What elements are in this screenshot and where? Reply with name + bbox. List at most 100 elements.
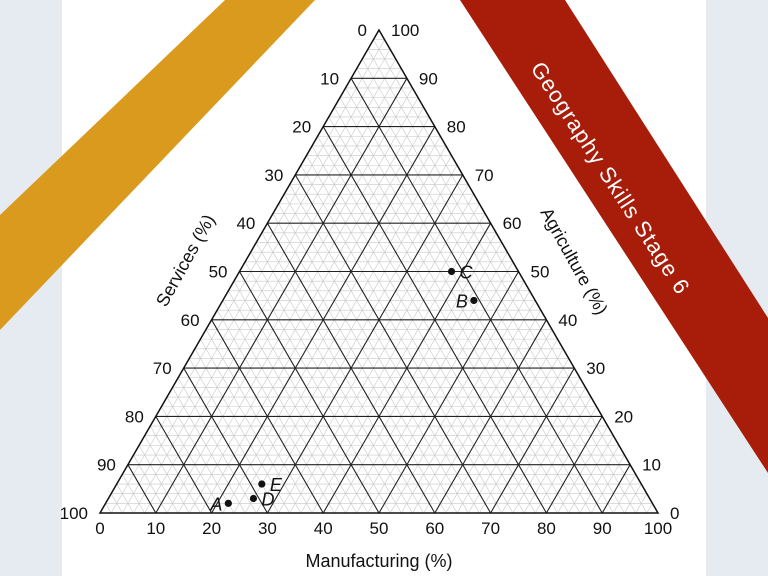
grid-line — [445, 329, 553, 514]
grid-line — [133, 58, 396, 514]
bottom-tick-labels: 0 10 20 30 40 50 60 70 80 90 100 — [95, 519, 672, 538]
bottom-tick-label: 60 — [425, 519, 444, 538]
right-tick-label: 30 — [586, 359, 605, 378]
grid-line — [194, 348, 290, 514]
grid-line — [423, 309, 542, 514]
right-tick-label: 90 — [419, 69, 438, 88]
bottom-tick-label: 0 — [95, 519, 104, 538]
left-tick-label: 100 — [60, 504, 88, 523]
grid-line — [479, 358, 569, 514]
grid-line — [339, 97, 581, 514]
grid-line — [116, 483, 134, 514]
right-tick-labels: 0 10 20 30 40 50 60 70 80 90 100 — [391, 21, 679, 523]
grid-line — [155, 416, 213, 514]
grid-line — [317, 136, 536, 514]
grid-line — [144, 435, 190, 514]
grid-line — [568, 435, 614, 514]
left-tick-label: 90 — [97, 456, 116, 475]
grid-line — [261, 232, 424, 514]
right-tick-label: 10 — [642, 456, 661, 475]
right-tick-label: 0 — [670, 504, 679, 523]
manufacturing-axis-title: Manufacturing (%) — [305, 551, 452, 571]
grid-line — [250, 252, 402, 514]
grid-line — [266, 174, 464, 514]
grid-line — [278, 203, 458, 514]
data-point-e — [258, 480, 266, 488]
grid-line — [350, 78, 603, 514]
grid-line — [367, 261, 514, 514]
data-point-d — [249, 494, 258, 503]
grid-line — [255, 242, 413, 514]
right-tick-label: 100 — [391, 21, 419, 40]
grid-line — [289, 194, 475, 514]
data-point-label: A — [209, 494, 222, 514]
bottom-tick-label: 30 — [258, 519, 277, 538]
grid-line — [311, 213, 486, 514]
grid-line — [512, 387, 586, 514]
bottom-tick-label: 10 — [146, 519, 165, 538]
grid-line — [222, 300, 346, 514]
grid-line — [105, 503, 112, 514]
grid-line — [177, 97, 419, 514]
grid-line — [613, 474, 636, 514]
grid-line — [534, 406, 597, 514]
grid-line — [334, 232, 497, 514]
grid-line — [161, 406, 224, 514]
grid-line — [557, 425, 609, 514]
left-tick-label: 80 — [125, 407, 144, 426]
grid-line — [373, 39, 648, 514]
left-tick-label: 40 — [236, 214, 255, 233]
bottom-tick-label: 80 — [537, 519, 556, 538]
major-grid — [127, 77, 631, 514]
grid-line — [579, 445, 620, 514]
grid-line — [172, 387, 246, 514]
grid-line — [183, 367, 268, 514]
grid-line — [239, 271, 380, 514]
grid-line — [216, 309, 335, 514]
grid-line — [468, 348, 564, 514]
grid-line — [189, 358, 279, 514]
grid-line — [110, 493, 123, 514]
grid-line — [177, 377, 257, 514]
grid-line — [434, 319, 547, 514]
grid-line — [211, 319, 324, 514]
data-point-a — [224, 499, 232, 507]
data-point-label: D — [261, 490, 274, 510]
grid-line — [601, 464, 631, 514]
grid-line — [110, 39, 385, 514]
bottom-tick-label: 50 — [370, 519, 389, 538]
data-point-label: B — [456, 291, 468, 311]
grid-line — [155, 78, 408, 514]
grid-line — [356, 252, 508, 514]
grid-line — [283, 194, 469, 514]
left-tick-label: 0 — [358, 21, 367, 40]
grid-line — [122, 474, 145, 514]
grid-line — [646, 503, 653, 514]
grid-line — [200, 116, 430, 514]
grid-line — [205, 329, 313, 514]
left-tick-label: 50 — [209, 263, 228, 282]
left-banner — [0, 0, 315, 330]
grid-line — [222, 136, 441, 514]
right-tick-label: 80 — [447, 118, 466, 137]
right-tick-label: 60 — [503, 214, 522, 233]
grid-line — [294, 174, 492, 514]
grid-line — [624, 483, 642, 514]
data-point-c — [447, 267, 456, 276]
data-point-label: C — [460, 263, 474, 283]
bottom-tick-label: 100 — [644, 519, 672, 538]
right-banner — [460, 0, 768, 473]
grid-line — [149, 425, 201, 514]
right-tick-label: 70 — [475, 166, 494, 185]
grid-line — [362, 58, 625, 514]
grid-line — [412, 300, 536, 514]
right-tick-label: 40 — [558, 311, 577, 330]
grid-line — [545, 416, 603, 514]
grid-line — [244, 261, 391, 514]
agriculture-axis-title: Agriculture (%) — [537, 204, 612, 318]
grid-line — [328, 116, 558, 514]
left-tick-label: 30 — [264, 166, 283, 185]
